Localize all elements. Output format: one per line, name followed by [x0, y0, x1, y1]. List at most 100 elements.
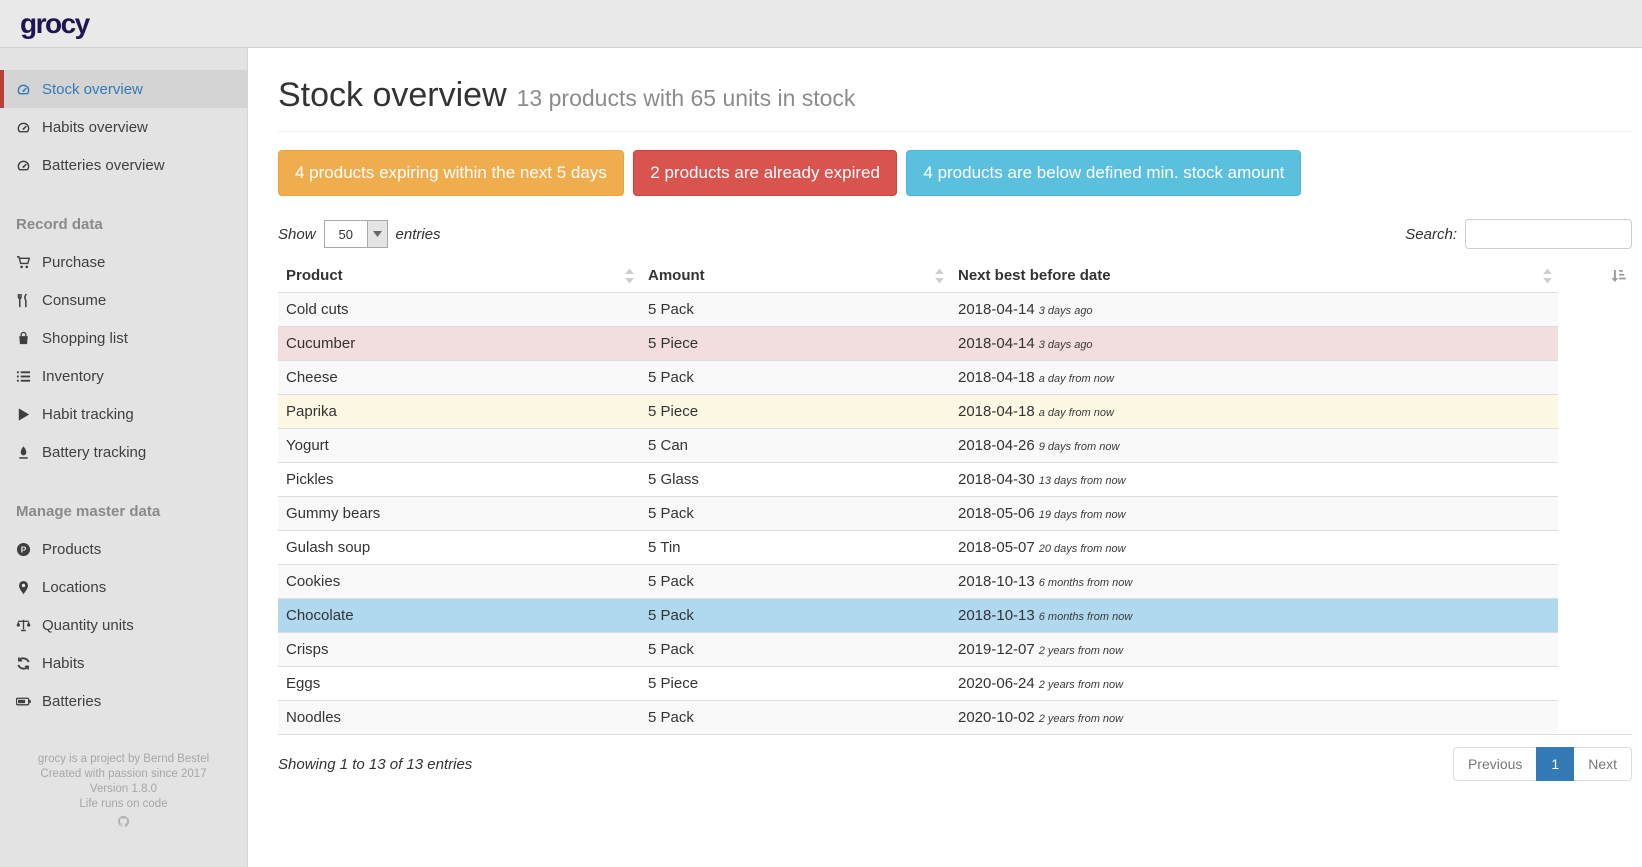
amount-cell: 5 Can [640, 428, 950, 463]
product-cell: Gummy bears [278, 496, 640, 531]
date-cell: 2018-10-13 6 months from now [950, 598, 1558, 633]
amount-cell: 5 Pack [640, 700, 950, 735]
date-cell: 2018-04-30 13 days from now [950, 462, 1558, 497]
product-cell: Cookies [278, 564, 640, 599]
amount-cell: 5 Glass [640, 462, 950, 497]
table-row: Chocolate 5 Pack 2018-10-13 6 months from… [278, 598, 1632, 633]
grocy-logo[interactable]: grocy [20, 7, 90, 39]
sidebar-item-battery-tracking[interactable]: Battery tracking [0, 433, 247, 471]
sort-icon [625, 268, 634, 283]
sidebar-item-purchase[interactable]: Purchase [0, 243, 247, 281]
relative-time: 6 months from now [1038, 577, 1133, 589]
amount-cell: 5 Pack [640, 496, 950, 531]
entries-label: entries [395, 225, 441, 243]
page-1-button[interactable]: 1 [1536, 747, 1575, 781]
empty-cell [1558, 666, 1632, 701]
date-cell: 2020-10-02 2 years from now [950, 700, 1558, 735]
sidebar-section-master-data: Manage master data [16, 502, 161, 520]
sidebar-item-inventory[interactable]: Inventory [0, 357, 247, 395]
charging-icon [19, 445, 28, 459]
amount-cell: 5 Tin [640, 530, 950, 565]
sidebar-item-label: Habit tracking [42, 405, 134, 423]
sidebar-item-label: Inventory [42, 367, 104, 385]
table-row: Paprika 5 Piece 2018-04-18 a day from now [278, 394, 1632, 429]
amount-cell: 5 Pack [640, 360, 950, 395]
relative-time: 2 years from now [1038, 645, 1124, 657]
product-cell: Gulash soup [278, 530, 640, 565]
gauge-icon [17, 84, 30, 94]
top-bar: grocy [0, 0, 1642, 48]
sidebar-section-record-data: Record data [16, 215, 103, 233]
product-cell: Paprika [278, 394, 640, 429]
table-row: Pickles 5 Glass 2018-04-30 13 days from n… [278, 462, 1632, 497]
empty-cell [1558, 326, 1632, 361]
pagination: Previous 1 Next [1452, 747, 1632, 781]
below-min-stock-button[interactable]: 4 products are below defined min. stock … [906, 150, 1302, 196]
product-cell: Yogurt [278, 428, 640, 463]
shopping-bag-icon [19, 331, 28, 344]
amount-cell: 5 Pack [640, 564, 950, 599]
date-cell: 2018-04-14 3 days ago [950, 292, 1558, 327]
sidebar-item-batteries[interactable]: Batteries [0, 682, 247, 720]
expiring-products-button[interactable]: 4 products expiring within the next 5 da… [278, 150, 624, 196]
show-label: Show [278, 225, 316, 243]
product-cell: Cold cuts [278, 292, 640, 327]
footer-credit-line: grocy is a project by Bernd Bestel [37, 753, 210, 765]
sidebar-item-batteries-overview[interactable]: Batteries overview [0, 146, 247, 184]
column-header-sort-state[interactable] [1558, 259, 1632, 293]
empty-cell [1558, 428, 1632, 463]
sidebar-item-stock-overview[interactable]: Stock overview [0, 70, 247, 108]
play-icon [18, 407, 30, 421]
sidebar-item-label: Batteries [42, 692, 102, 710]
relative-time: 20 days from now [1038, 543, 1126, 555]
empty-cell [1558, 360, 1632, 395]
list-icon [16, 370, 31, 382]
title-divider [278, 131, 1632, 132]
sidebar-item-products[interactable]: P Products [0, 530, 247, 568]
next-page-button[interactable]: Next [1573, 747, 1632, 781]
sidebar-item-locations[interactable]: Locations [0, 568, 247, 606]
search-input[interactable] [1465, 219, 1632, 249]
product-cell: Chocolate [278, 598, 640, 633]
column-header-amount[interactable]: Amount [640, 259, 950, 293]
empty-cell [1558, 598, 1632, 633]
stock-alerts: 4 products expiring within the next 5 da… [278, 150, 1632, 196]
product-cell: Pickles [278, 462, 640, 497]
sidebar-item-habit-tracking[interactable]: Habit tracking [0, 395, 247, 433]
empty-cell [1558, 564, 1632, 599]
empty-cell [1558, 292, 1632, 327]
amount-cell: 5 Pack [640, 632, 950, 667]
cart-icon [16, 255, 31, 268]
github-icon[interactable] [117, 815, 130, 828]
gauge-icon [17, 122, 30, 132]
product-cell: Cucumber [278, 326, 640, 361]
sidebar-item-quantity-units[interactable]: Quantity units [0, 606, 247, 644]
column-header-next-best-before-date[interactable]: Next best before date [950, 259, 1558, 293]
main-content: Stock overview 13 products with 65 units … [248, 48, 1642, 867]
table-row: Yogurt 5 Can 2018-04-26 9 days from now [278, 428, 1632, 463]
empty-cell [1558, 394, 1632, 429]
relative-time: a day from now [1038, 373, 1114, 385]
footer-credit-line: Created with passion since 2017 [40, 768, 207, 780]
sidebar-item-label: Shopping list [42, 329, 128, 347]
page-size-select[interactable]: 50 [323, 220, 388, 248]
column-header-product[interactable]: Product [278, 259, 640, 293]
footer-motto: Life runs on code [79, 798, 168, 810]
amount-cell: 5 Piece [640, 394, 950, 429]
expired-products-button[interactable]: 2 products are already expired [633, 150, 897, 196]
amount-cell: 5 Piece [640, 326, 950, 361]
previous-page-button[interactable]: Previous [1452, 747, 1538, 781]
table-row: Cookies 5 Pack 2018-10-13 6 months from n… [278, 564, 1632, 599]
date-cell: 2018-04-18 a day from now [950, 360, 1558, 395]
table-row: Cheese 5 Pack 2018-04-18 a day from now [278, 360, 1632, 395]
sidebar-item-consume[interactable]: Consume [0, 281, 247, 319]
table-row: Noodles 5 Pack 2020-10-02 2 years from no… [278, 700, 1632, 735]
date-cell: 2019-12-07 2 years from now [950, 632, 1558, 667]
balance-scale-icon [16, 619, 31, 631]
sidebar-item-habits-overview[interactable]: Habits overview [0, 108, 247, 146]
sidebar-item-shopping-list[interactable]: Shopping list [0, 319, 247, 357]
sidebar-item-habits[interactable]: Habits [0, 644, 247, 682]
empty-cell [1558, 496, 1632, 531]
table-row: Cold cuts 5 Pack 2018-04-14 3 days ago [278, 292, 1632, 327]
sidebar-item-label: Habits [42, 654, 85, 672]
